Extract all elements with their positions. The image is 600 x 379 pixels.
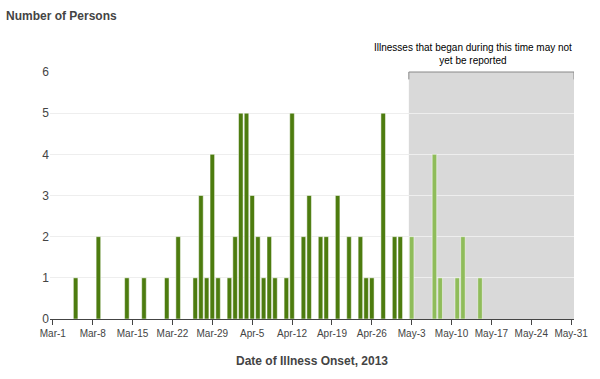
svg-text:Apr-26: Apr-26 xyxy=(357,328,387,339)
svg-text:May-3: May-3 xyxy=(398,328,426,339)
svg-text:5: 5 xyxy=(42,106,49,120)
svg-text:Mar-29: Mar-29 xyxy=(196,328,228,339)
svg-text:May-31: May-31 xyxy=(554,328,588,339)
svg-text:1: 1 xyxy=(42,271,49,285)
svg-text:Mar-15: Mar-15 xyxy=(117,328,149,339)
svg-text:Number of Persons: Number of Persons xyxy=(6,9,117,23)
svg-text:4: 4 xyxy=(42,148,49,162)
svg-text:Illnesses that began during th: Illnesses that began during this time ma… xyxy=(374,42,572,66)
svg-text:Mar-1: Mar-1 xyxy=(40,328,67,339)
svg-text:Apr-5: Apr-5 xyxy=(240,328,265,339)
svg-text:May-17: May-17 xyxy=(475,328,509,339)
svg-text:Apr-19: Apr-19 xyxy=(317,328,347,339)
svg-text:May-10: May-10 xyxy=(435,328,469,339)
svg-text:2: 2 xyxy=(42,230,49,244)
svg-text:May-24: May-24 xyxy=(515,328,549,339)
svg-text:Date of Illness Onset, 2013: Date of Illness Onset, 2013 xyxy=(236,354,388,368)
svg-text:Apr-12: Apr-12 xyxy=(277,328,307,339)
svg-text:Mar-22: Mar-22 xyxy=(157,328,189,339)
svg-text:Mar-8: Mar-8 xyxy=(80,328,107,339)
svg-text:0: 0 xyxy=(42,312,49,326)
svg-text:3: 3 xyxy=(42,189,49,203)
svg-text:6: 6 xyxy=(42,65,49,79)
